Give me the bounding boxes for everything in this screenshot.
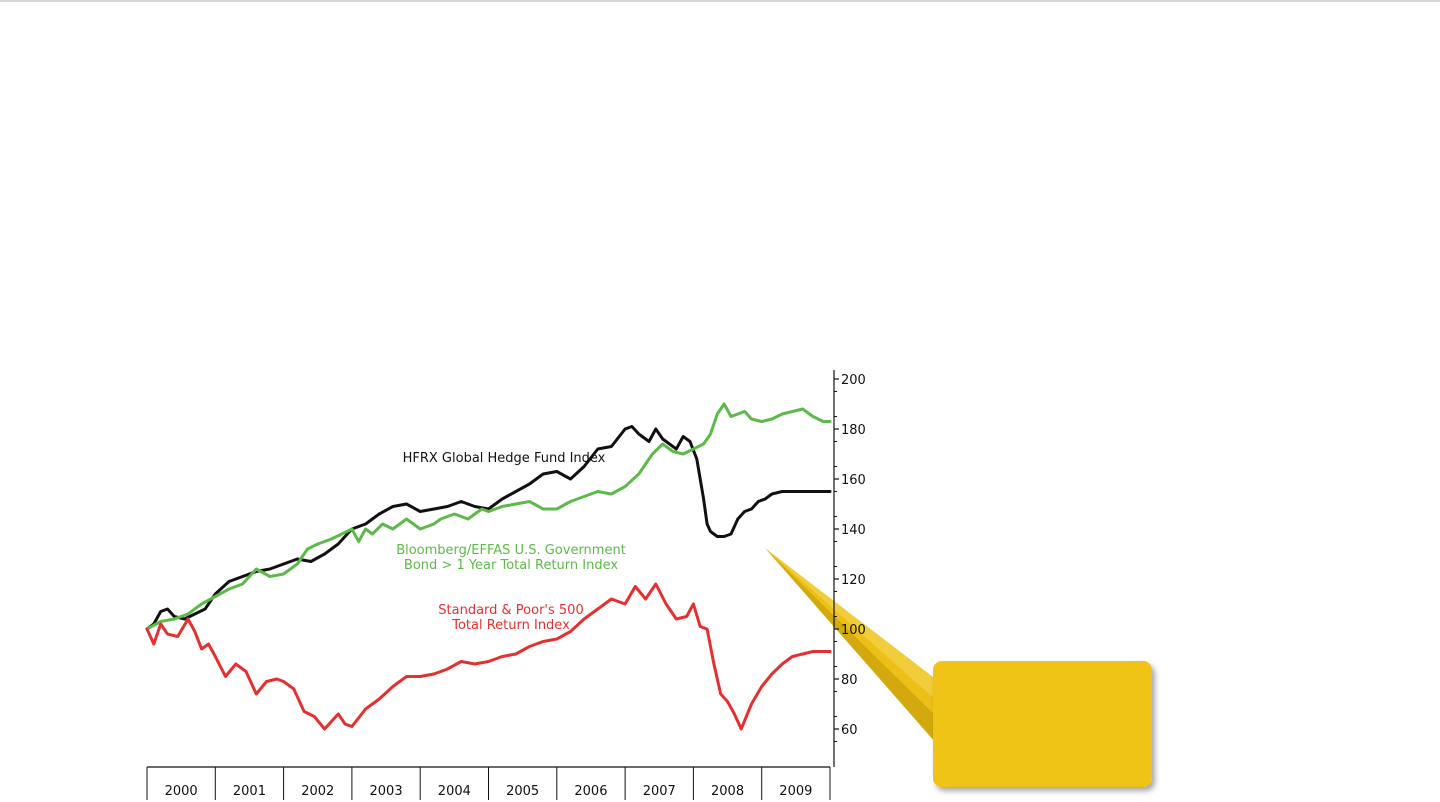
x-tick-label: 2000 — [165, 784, 198, 799]
y-tick-label: 180 — [841, 423, 866, 438]
annotation-line: HFRX Global Hedge Fund Index — [403, 451, 606, 466]
x-tick-label: 2005 — [506, 784, 539, 799]
annotation-line: Total Return Index — [451, 618, 570, 633]
callout — [765, 548, 1152, 787]
y-tick-label: 80 — [841, 673, 858, 688]
callout-box — [933, 661, 1152, 787]
annotations: HFRX Global Hedge Fund Index Bloomberg/EF… — [396, 451, 626, 633]
series-annotation-3: Standard & Poor's 500 Total Return Index — [438, 603, 583, 633]
series-annotation-1: HFRX Global Hedge Fund Index — [403, 451, 606, 466]
y-tick-label: 140 — [841, 523, 866, 538]
annotation-line: Standard & Poor's 500 — [438, 603, 583, 618]
x-tick-label: 2007 — [643, 784, 676, 799]
x-tick-label: 2001 — [233, 784, 266, 799]
y-tick-label: 120 — [841, 573, 866, 588]
annotation-line: Bloomberg/EFFAS U.S. Government — [396, 543, 626, 558]
x-tick-label: 2003 — [370, 784, 403, 799]
x-tick-label: 2009 — [779, 784, 812, 799]
x-tick-label: 2006 — [574, 784, 607, 799]
callout-pointer — [765, 548, 945, 742]
axes: 60 80 100 120 140 160 180 200 2000 2001 2002 2003 20… — [146, 370, 866, 800]
annotation-line: Bond > 1 Year Total Return Index — [404, 558, 618, 573]
x-tick-label: 2004 — [438, 784, 471, 799]
series-line-3 — [145, 582, 832, 731]
y-tick-label: 100 — [841, 623, 866, 638]
series-line-2 — [145, 402, 832, 631]
y-tick-label: 200 — [841, 373, 866, 388]
top-border — [0, 0, 1440, 2]
x-tick-label: 2002 — [301, 784, 334, 799]
y-tick-label: 160 — [841, 473, 866, 488]
series-lines — [145, 402, 832, 731]
x-tick-label: 2008 — [711, 784, 744, 799]
callout-pointer-highlight — [765, 548, 950, 720]
series-annotation-2: Bloomberg/EFFAS U.S. Government Bond > 1 … — [396, 543, 626, 573]
y-tick-label: 60 — [841, 723, 858, 738]
